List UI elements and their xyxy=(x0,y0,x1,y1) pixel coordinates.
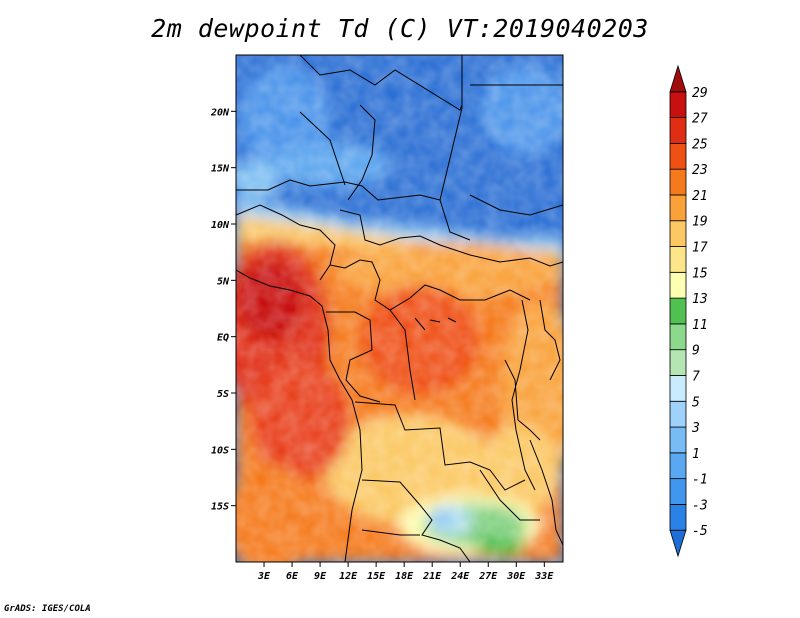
colorbar-segment xyxy=(669,375,687,402)
colorbar-label: 3 xyxy=(691,421,700,436)
lon-tick-label: 6E xyxy=(286,571,299,582)
lat-tick-label: 20N xyxy=(210,107,230,118)
colorbar-segment xyxy=(669,529,687,558)
lat-tick-label: 5N xyxy=(217,276,230,287)
lon-tick-label: 9E xyxy=(314,571,327,582)
lon-tick-label: 24E xyxy=(450,571,470,582)
lat-tick-label: EQ xyxy=(217,333,229,344)
lat-tick-label: 15S xyxy=(211,502,229,513)
colorbar-segment xyxy=(669,64,687,93)
country-borders xyxy=(236,55,563,562)
longitude-axis: 3E 6E 9E 12E 15E 18E 21E 24E 27E 30E 33E xyxy=(257,562,554,582)
colorbar-segment xyxy=(669,220,687,247)
lon-tick-label: 3E xyxy=(257,571,271,582)
colorbar-segment xyxy=(669,91,687,118)
latitude-axis: 20N 15N 10N 5N EQ 5S 10S 15S xyxy=(210,107,236,513)
lon-tick-label: 12E xyxy=(339,571,358,582)
lon-tick-label: 30E xyxy=(506,571,526,582)
lon-tick-label: 27E xyxy=(478,571,498,582)
colorbar-label: 11 xyxy=(692,318,708,333)
colorbar-label: 21 xyxy=(692,189,708,204)
lon-tick-label: 33E xyxy=(534,571,554,582)
lon-tick-label: 18E xyxy=(395,571,414,582)
colorbar-segment xyxy=(669,271,687,299)
lat-tick-label: 5S xyxy=(217,389,229,400)
colorbar-segment xyxy=(669,142,687,170)
colorbar-segment xyxy=(669,400,687,428)
colorbar-segment xyxy=(669,426,687,454)
colorbar-segment xyxy=(669,504,687,531)
chart-title: 2m dewpoint Td (C) VT:2019040203 xyxy=(151,14,649,43)
colorbar-label: -3 xyxy=(692,498,708,513)
colorbar-segment xyxy=(669,297,687,325)
colorbar-segment xyxy=(669,168,687,196)
colorbar-label: 5 xyxy=(692,395,700,410)
colorbar-label: 1 xyxy=(692,447,700,462)
colorbar-segment xyxy=(669,246,687,273)
colorbar-label: 15 xyxy=(692,266,708,281)
colorbar-label: -5 xyxy=(692,524,708,539)
colorbar-label: 19 xyxy=(692,215,708,230)
colorbar-label: 13 xyxy=(692,292,708,307)
colorbar-label: 17 xyxy=(692,241,708,256)
colorbar-label: 27 xyxy=(692,112,708,127)
colorbar-label: 7 xyxy=(692,369,700,384)
dewpoint-field xyxy=(236,55,563,562)
lon-tick-label: 21E xyxy=(422,571,442,582)
colorbar-segment xyxy=(669,117,687,144)
colorbar-segment xyxy=(669,323,687,351)
lat-tick-label: 10N xyxy=(211,220,230,231)
colorbar-label: 29 xyxy=(692,86,708,101)
colorbar-label: -1 xyxy=(692,473,708,488)
colorbar-segment xyxy=(669,194,687,222)
colorbar-label: 25 xyxy=(692,137,708,152)
lat-tick-label: 15N xyxy=(211,164,230,175)
colorbar-label: 9 xyxy=(692,344,700,359)
lon-tick-label: 15E xyxy=(367,571,386,582)
grads-credit: GrADS: IGES/COLA xyxy=(4,604,91,614)
colorbar-label: 23 xyxy=(692,163,708,178)
lat-tick-label: 10S xyxy=(211,445,229,456)
colorbar-segment xyxy=(669,452,687,480)
colorbar-segment xyxy=(669,349,687,376)
map-frame xyxy=(235,54,564,563)
colorbar-segment xyxy=(669,478,687,505)
